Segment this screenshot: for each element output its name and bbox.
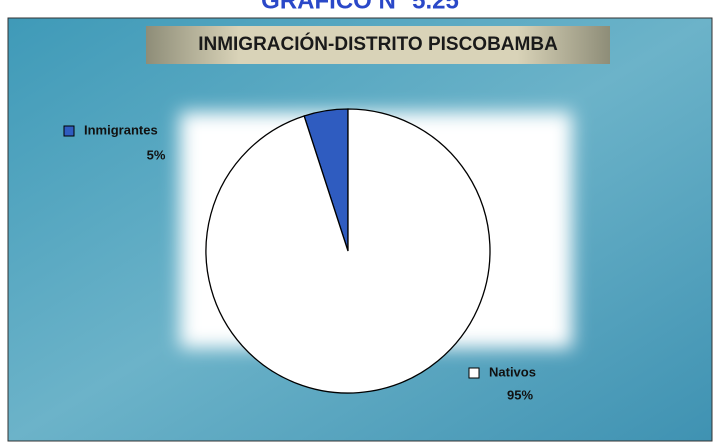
value-label: 5% bbox=[147, 147, 166, 162]
legend-swatch bbox=[63, 125, 75, 137]
pie-slice bbox=[205, 108, 491, 394]
page-heading: GRAFICO N° 5.25 bbox=[261, 0, 459, 14]
slice-label: Nativos bbox=[489, 364, 536, 379]
slice-label: Inmigrantes bbox=[84, 122, 158, 137]
title-box bbox=[146, 26, 610, 64]
chart-title: INMIGRACIÓN-DISTRITO PISCOBAMBA bbox=[198, 33, 558, 55]
legend-swatch bbox=[468, 367, 480, 379]
value-label: 95% bbox=[507, 387, 533, 402]
